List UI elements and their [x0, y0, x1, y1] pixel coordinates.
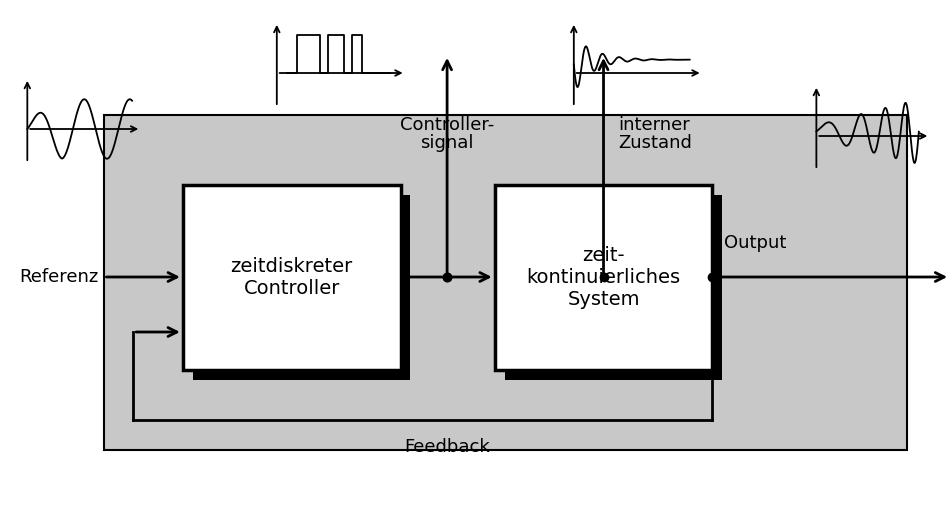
Text: Zustand: Zustand: [618, 134, 691, 152]
Text: Referenz: Referenz: [19, 268, 98, 286]
Bar: [104, 115, 906, 450]
Text: Output: Output: [724, 234, 785, 252]
Text: System: System: [566, 290, 639, 309]
Text: Controller: Controller: [243, 279, 340, 298]
Bar: [183, 185, 400, 370]
Text: zeit-: zeit-: [582, 246, 625, 265]
Text: Controller-: Controller-: [400, 116, 494, 134]
Bar: [504, 195, 722, 380]
Text: zeitdiskreter: zeitdiskreter: [230, 257, 352, 276]
Text: kontinuierliches: kontinuierliches: [526, 268, 680, 287]
Bar: [192, 195, 410, 380]
Text: signal: signal: [420, 134, 473, 152]
Text: interner: interner: [618, 116, 689, 134]
Bar: [494, 185, 712, 370]
Text: Feedback: Feedback: [404, 438, 489, 456]
